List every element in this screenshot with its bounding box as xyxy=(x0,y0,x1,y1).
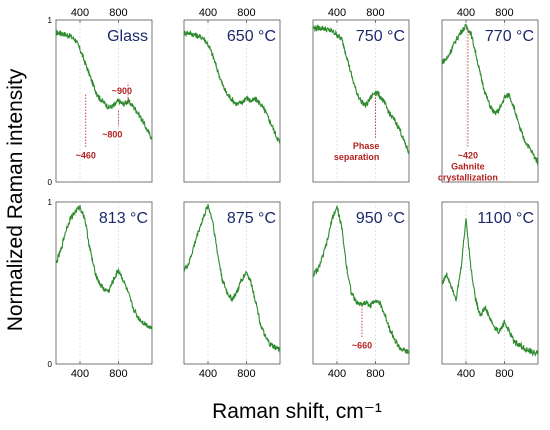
y-tick-label: 1 xyxy=(48,16,53,25)
spectrum-line xyxy=(183,203,281,353)
x-tick-label: 400 xyxy=(328,368,346,380)
x-tick-label: 400 xyxy=(457,368,475,380)
annotation-label: ~660 xyxy=(352,341,372,351)
annotation-label: separation xyxy=(334,152,380,162)
x-tick-label: 400 xyxy=(71,7,89,19)
panel-frame xyxy=(441,201,539,365)
panel-5: 400 800 0 1 813 °C xyxy=(48,198,153,380)
annotation-label: ~420 xyxy=(458,151,478,161)
panel-title: 875 °C xyxy=(227,210,276,227)
y-tick-label: 0 xyxy=(48,178,53,187)
x-axis-title: Raman shift, cm⁻¹ xyxy=(212,400,382,423)
x-tick-label: 400 xyxy=(199,368,217,380)
spectrum-line xyxy=(312,204,410,355)
panel-title: 750 °C xyxy=(356,28,405,45)
panel-frame xyxy=(441,19,539,183)
x-tick-label: 800 xyxy=(366,7,384,19)
x-tick-label: 800 xyxy=(237,368,255,380)
y-tick-label: 1 xyxy=(48,198,53,207)
x-tick-label: 800 xyxy=(495,7,513,19)
panel-2: 400 800 650 °C xyxy=(183,7,281,183)
annotation-label: Phase xyxy=(353,141,380,151)
panel-title: 950 °C xyxy=(356,210,405,227)
annotation-label: ~800 xyxy=(102,130,122,140)
spectrum-line xyxy=(55,29,153,140)
x-tick-label: 800 xyxy=(366,368,384,380)
panel-title: 650 °C xyxy=(227,28,276,45)
x-tick-label: 400 xyxy=(71,368,89,380)
y-tick-label: 0 xyxy=(48,360,53,369)
panel-frame xyxy=(55,201,153,365)
spectrum-line xyxy=(441,218,539,357)
panel-title: Glass xyxy=(107,28,148,45)
x-tick-label: 800 xyxy=(109,7,127,19)
annotation-label: ~900 xyxy=(112,86,132,96)
panel-title: 1100 °C xyxy=(477,210,534,227)
panel-8: 400 800 1100 °C xyxy=(441,201,539,380)
panel-title: 770 °C xyxy=(485,28,534,45)
panel-1: 400 800 0 1 ~460 ~800 ~900 Glass xyxy=(48,7,153,187)
x-tick-label: 400 xyxy=(199,7,217,19)
spectrum-line xyxy=(441,23,539,166)
spectrum-line xyxy=(183,29,281,144)
y-axis-title: Normalized Raman intensity xyxy=(4,68,27,331)
x-tick-label: 800 xyxy=(237,7,255,19)
x-tick-label: 800 xyxy=(495,368,513,380)
x-tick-label: 400 xyxy=(457,7,475,19)
x-tick-label: 800 xyxy=(109,368,127,380)
spectrum-line xyxy=(55,204,153,330)
annotation-label: ~460 xyxy=(76,151,96,161)
spectrum-line xyxy=(312,24,410,155)
panel-6: 400 800 875 °C xyxy=(183,201,281,380)
panel-title: 813 °C xyxy=(99,210,148,227)
annotation-label: crystallization xyxy=(438,173,498,183)
panel-7: 400 800 ~660 950 °C xyxy=(312,201,410,380)
x-tick-label: 400 xyxy=(328,7,346,19)
annotation-label: Gahnite xyxy=(451,162,485,172)
